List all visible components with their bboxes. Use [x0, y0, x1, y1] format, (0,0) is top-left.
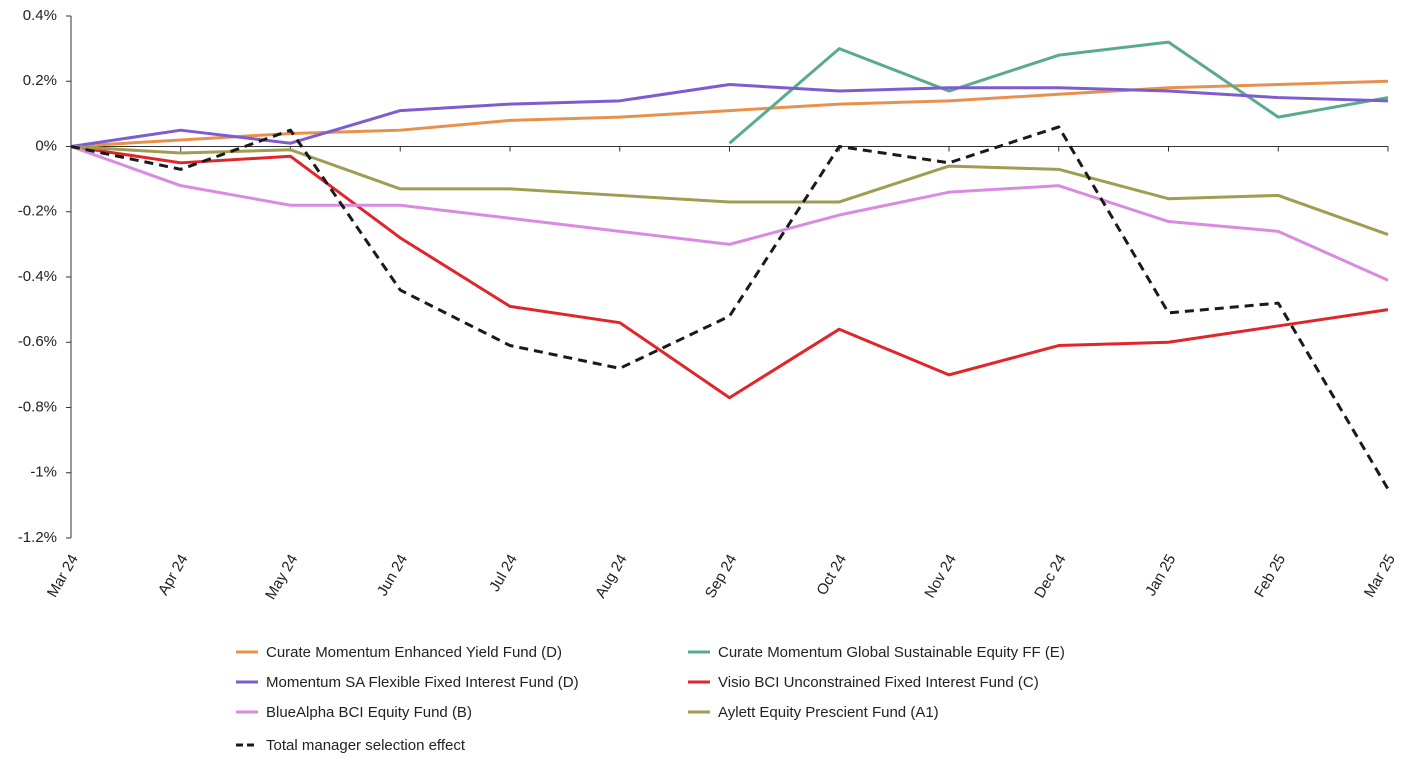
series-line [70, 125, 1390, 490]
x-tick-label: Feb 25 [1251, 551, 1289, 600]
legend-label: BlueAlpha BCI Equity Fund (B) [266, 704, 472, 721]
x-tick-label: Sep 24 [702, 551, 740, 601]
legend-label: Curate Momentum Global Sustainable Equit… [718, 644, 1065, 661]
legend-label: Visio BCI Unconstrained Fixed Interest F… [718, 674, 1039, 691]
y-tick-label: -0.8% [18, 398, 57, 415]
legend-label: Aylett Equity Prescient Fund (A1) [718, 704, 939, 721]
x-tick-label: Aug 24 [592, 551, 630, 601]
series-line [70, 145, 1389, 400]
x-tick-label: Jan 25 [1142, 551, 1179, 599]
y-tick-label: 0% [35, 137, 57, 154]
y-tick-label: -0.2% [18, 203, 57, 220]
x-tick-label: Oct 24 [813, 551, 850, 598]
series-line [70, 145, 1389, 236]
y-tick-label: -1.2% [18, 529, 57, 546]
x-tick-label: Jul 24 [486, 551, 521, 594]
y-tick-label: 0.2% [23, 72, 57, 89]
x-tick-label: Nov 24 [921, 551, 959, 601]
series-line [70, 145, 1389, 282]
x-tick-label: Mar 24 [44, 551, 82, 600]
x-tick-label: Jun 24 [374, 551, 411, 599]
legend-label: Total manager selection effect [266, 737, 466, 754]
series-line [70, 79, 1389, 148]
series-line [728, 40, 1389, 145]
x-tick-label: Mar 25 [1361, 551, 1399, 600]
legend-label: Momentum SA Flexible Fixed Interest Fund… [266, 674, 579, 691]
y-tick-label: -0.4% [18, 268, 57, 285]
x-tick-label: Dec 24 [1031, 551, 1069, 601]
legend-label: Curate Momentum Enhanced Yield Fund (D) [266, 644, 562, 661]
y-tick-label: -0.6% [18, 333, 57, 350]
y-tick-label: 0.4% [23, 7, 57, 24]
series-line [70, 83, 1389, 148]
x-tick-label: Apr 24 [155, 551, 192, 598]
y-tick-label: -1% [30, 464, 57, 481]
x-tick-label: May 24 [262, 551, 301, 602]
